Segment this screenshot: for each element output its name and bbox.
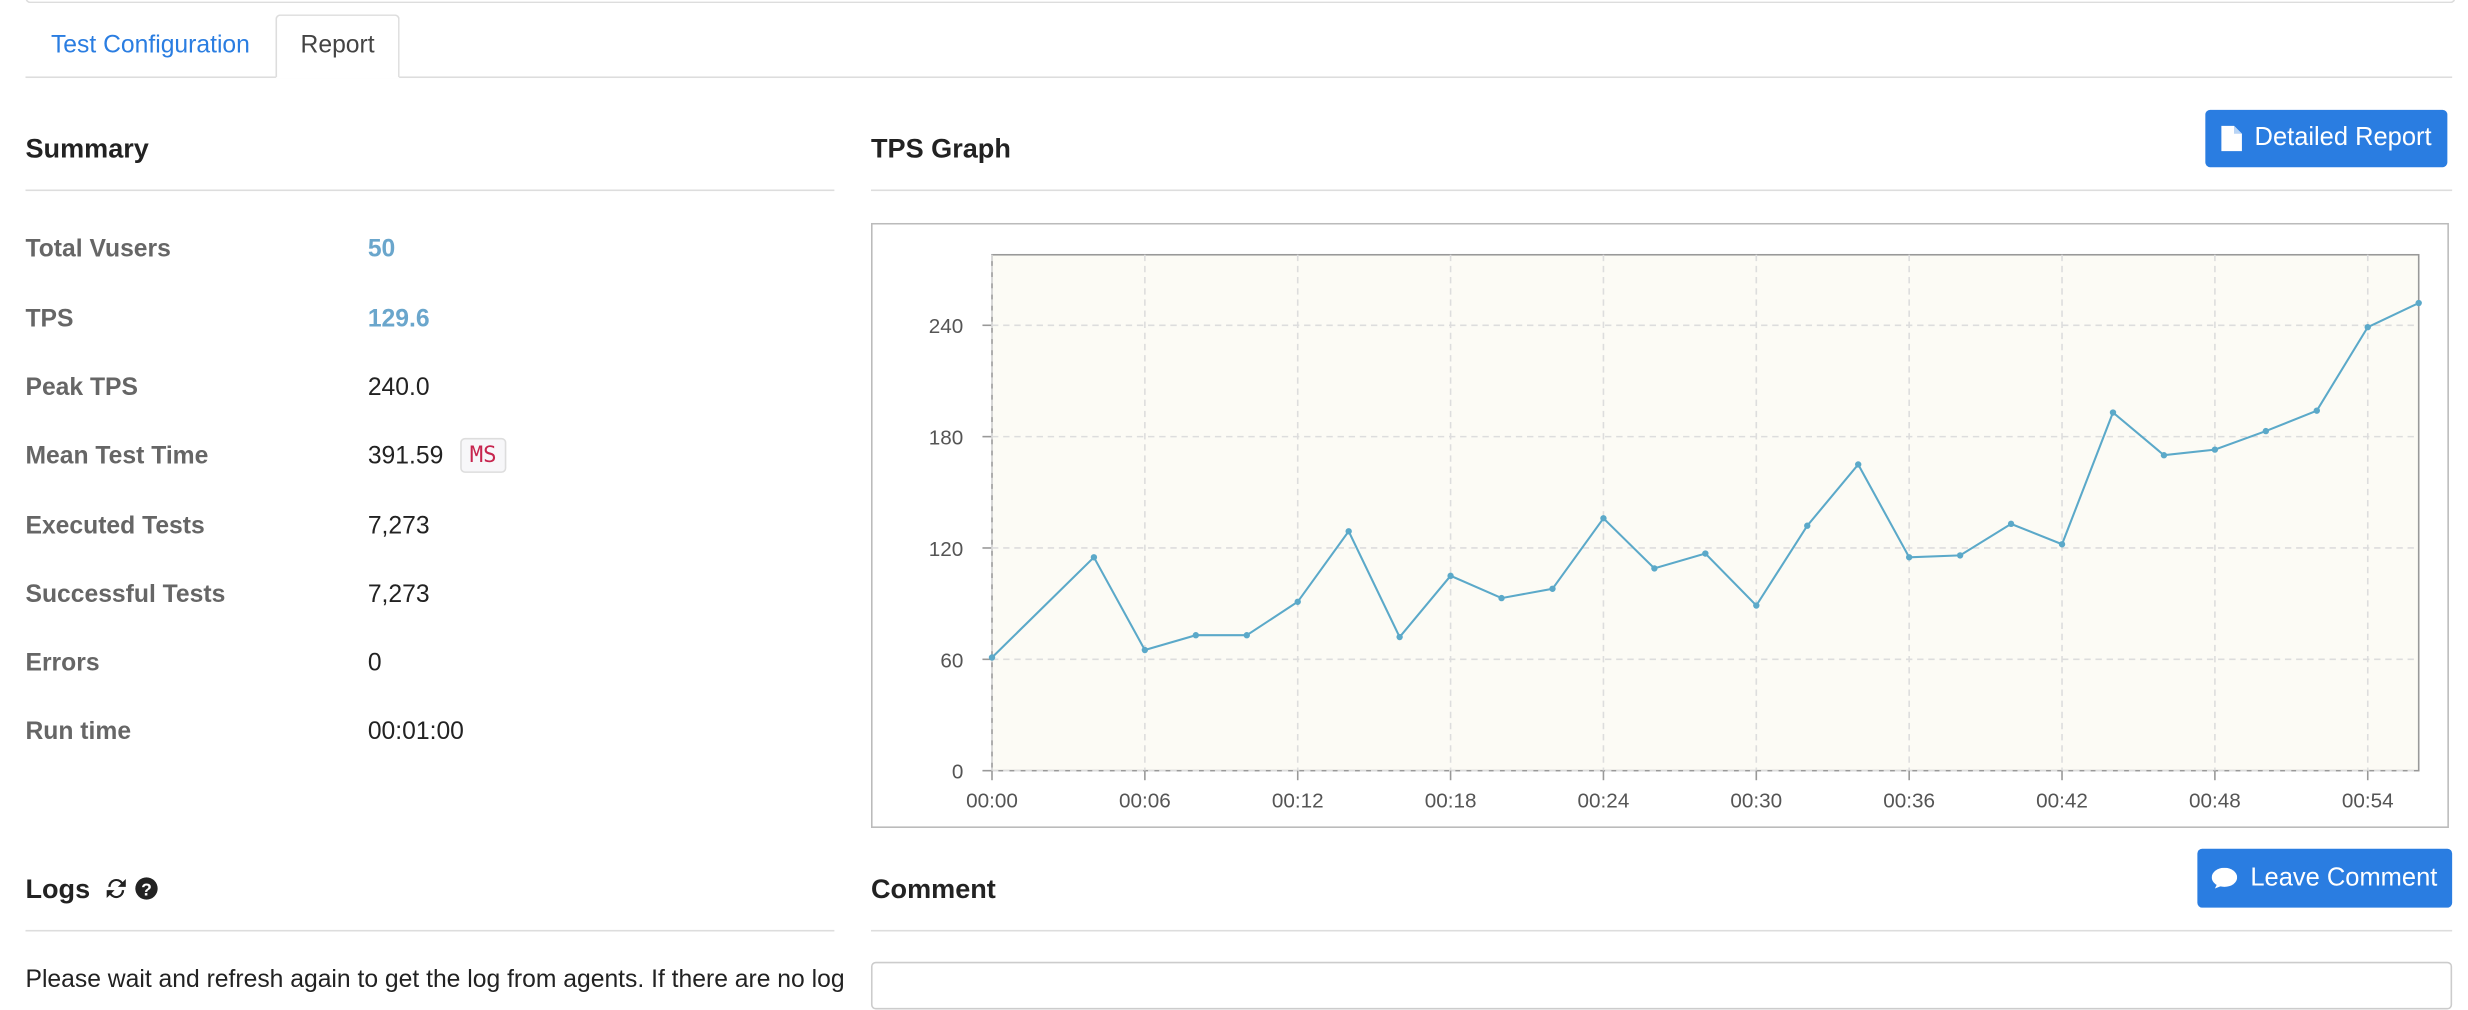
file-icon (2221, 125, 2242, 152)
section-title: TPS Graph (870, 133, 1011, 165)
data-point (2262, 427, 2270, 435)
y-tick-label: 180 (929, 427, 964, 450)
section-title: Summary (25, 133, 149, 165)
summary-label: Errors (25, 649, 100, 677)
tab-active[interactable]: Report (275, 14, 400, 79)
summary-label: Peak TPS (25, 374, 138, 402)
section-title: Logs ? (25, 874, 161, 906)
y-tick-label: 60 (940, 649, 963, 672)
x-tick-label: 00:18 (1425, 789, 1477, 812)
data-point (1855, 461, 1862, 468)
summary-value: 00:01:00 (367, 718, 464, 746)
tab-rule (25, 76, 2453, 79)
button-label: Leave Comment (2250, 863, 2438, 891)
data-point (1345, 528, 1352, 535)
x-tick-label: 00:30 (1730, 789, 1782, 812)
summary-label: TPS (25, 305, 74, 333)
data-point (2211, 446, 2219, 453)
data-point (2415, 299, 2422, 307)
summary-value: 129.6 (367, 305, 430, 333)
data-point (1396, 633, 1403, 641)
section-rule (870, 189, 2453, 192)
data-point (1090, 554, 1098, 561)
data-point (2313, 407, 2320, 414)
unit-badge: MS (460, 437, 507, 473)
x-tick-label: 00:42 (2036, 789, 2088, 812)
x-tick-label: 00:12 (1272, 789, 1324, 812)
summary-value: 7,273 (367, 581, 430, 609)
data-point (1294, 598, 1301, 605)
data-point (1905, 554, 1913, 561)
summary-value: 50 (367, 235, 396, 263)
data-point (1804, 522, 1811, 529)
data-point (1702, 550, 1709, 557)
section-rule (25, 189, 835, 192)
comment-box[interactable] (870, 961, 2453, 1010)
data-point (1549, 585, 1556, 592)
top-box (25, 0, 2456, 4)
data-point (2058, 541, 2066, 548)
summary-value: 391.59 (367, 442, 444, 470)
summary-value: 7,273 (367, 512, 430, 540)
summary-label: Total Vusers (25, 235, 171, 263)
x-tick-label: 00:06 (1119, 789, 1171, 812)
data-point (1243, 632, 1250, 639)
summary-label: Successful Tests (25, 581, 226, 609)
data-point (1600, 515, 1607, 522)
x-tick-label: 00:54 (2342, 789, 2394, 812)
data-point (1956, 552, 1964, 559)
data-point (2364, 323, 2371, 331)
y-tick-label: 0 (952, 761, 964, 784)
plot-area (991, 253, 2420, 772)
tps-chart: 0 60 120 180 240 00:00 00:06 00:12 00:18 00:24 00:… (870, 222, 2449, 828)
x-tick-label: 00:00 (966, 789, 1018, 812)
data-point (1447, 572, 1454, 580)
section-rule (25, 929, 835, 932)
button-label: Detailed Report (2254, 124, 2432, 152)
data-point (2160, 452, 2168, 459)
tps-line (991, 302, 2420, 659)
summary-label: Run time (25, 718, 132, 746)
data-point (1141, 646, 1149, 654)
x-tick-label: 00:36 (1883, 789, 1935, 812)
log-icons[interactable]: ? (104, 876, 161, 901)
y-tick-label: 120 (929, 538, 964, 561)
comment-icon (2212, 867, 2238, 888)
x-tick-label: 00:24 (1578, 789, 1630, 812)
section-rule (870, 929, 2453, 932)
summary-value: 240.0 (367, 374, 430, 402)
page: Test Configuration Report Summary Total … (25, 0, 2456, 1010)
data-point (1651, 565, 1658, 572)
summary-value: 0 (367, 649, 382, 677)
data-point (988, 654, 996, 661)
leave-comment-button[interactable]: Leave Comment (2197, 848, 2453, 908)
section-title: Comment (870, 874, 996, 905)
logs-text: Please wait and refresh again to get the… (25, 966, 845, 994)
data-point (1753, 602, 1760, 609)
x-tick-label: 00:48 (2189, 789, 2241, 812)
data-point (1498, 594, 1505, 602)
data-point (2007, 520, 2015, 528)
data-point (1192, 632, 1200, 639)
logs-title: Logs (25, 874, 91, 905)
summary-label: Executed Tests (25, 512, 205, 540)
y-tick-label: 240 (929, 315, 964, 338)
svg-text:?: ? (142, 880, 153, 900)
report-panel: Test Configuration Report Summary Total … (25, 0, 2456, 1010)
detailed-report-button[interactable]: Detailed Report (2205, 109, 2448, 168)
tab[interactable]: Test Configuration (50, 31, 250, 59)
summary-label: Mean Test Time (25, 442, 209, 470)
data-point (2109, 409, 2117, 416)
